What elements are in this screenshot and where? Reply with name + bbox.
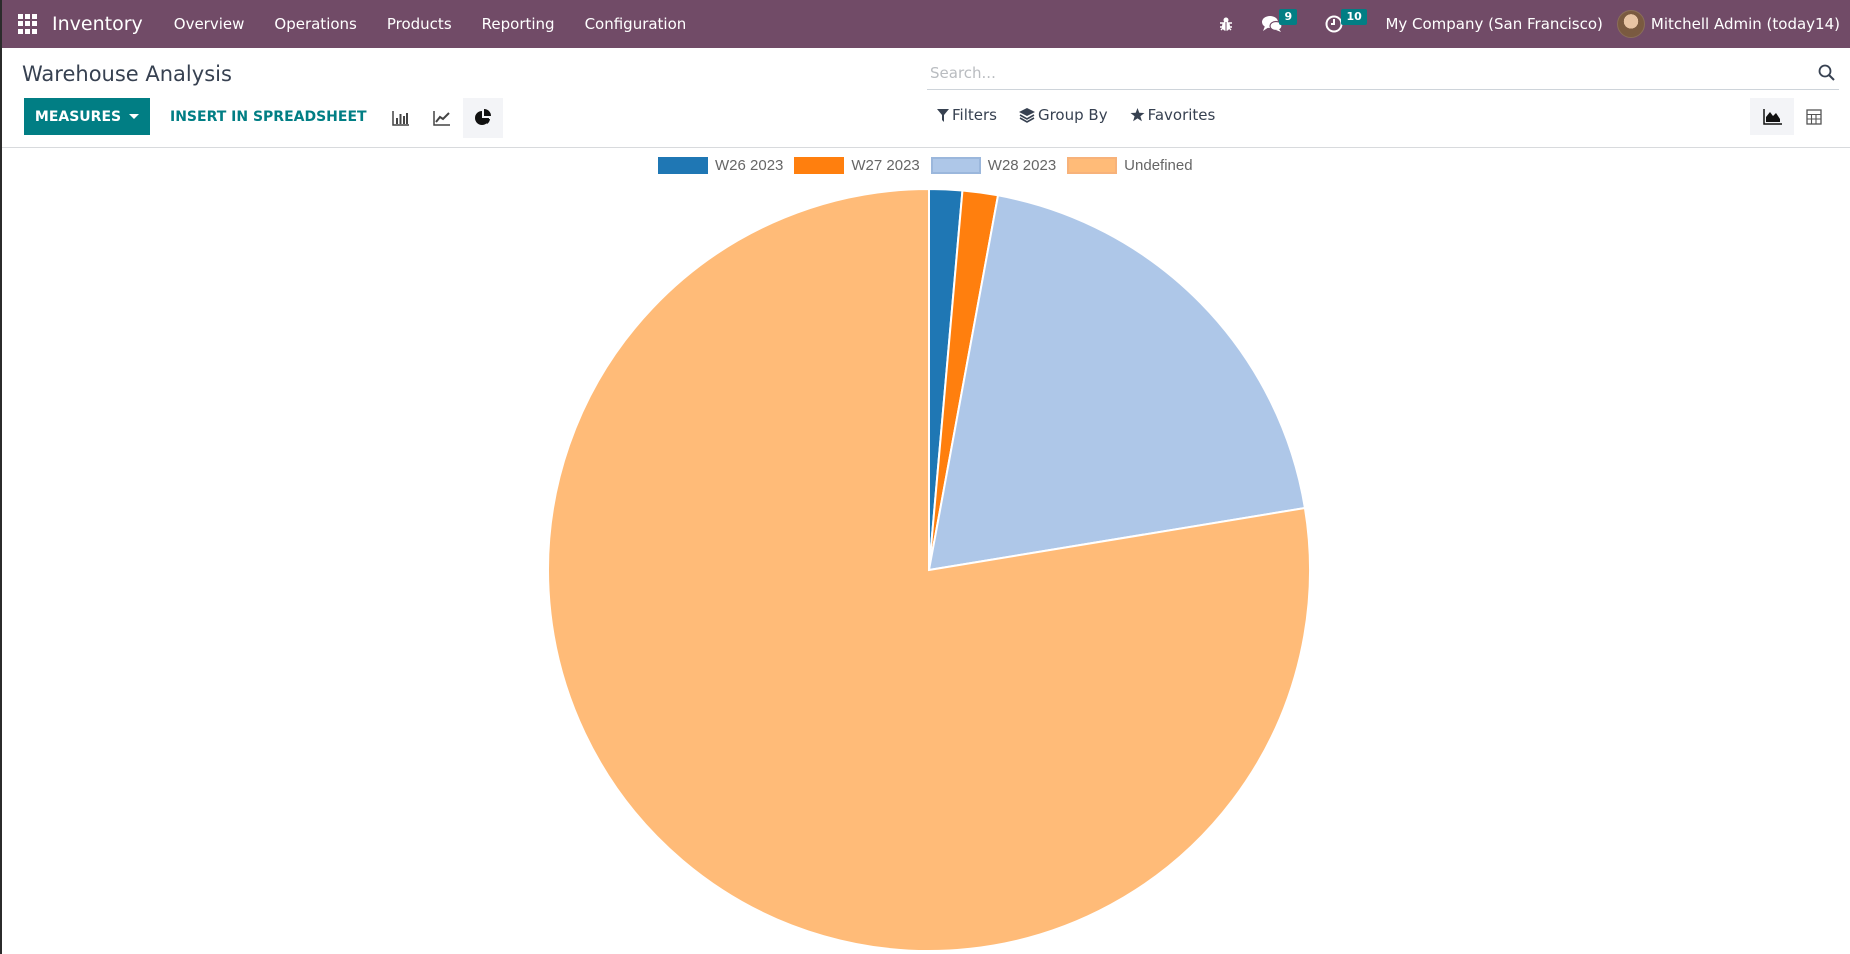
line-chart-icon (433, 111, 450, 126)
control-panel: Warehouse Analysis MEASURES INSERT IN SP… (2, 48, 1850, 148)
pie-chart-button[interactable] (463, 98, 503, 138)
legend-swatch (658, 157, 708, 174)
legend-swatch (930, 157, 981, 174)
layers-icon (1018, 107, 1035, 123)
area-chart-icon (1762, 108, 1782, 125)
search-input[interactable] (927, 56, 1839, 89)
search-bar (927, 56, 1839, 90)
measures-label: MEASURES (34, 108, 122, 125)
legend-label: W27 2023 (851, 157, 920, 174)
legend-item-w26[interactable]: W26 2023 (658, 157, 783, 174)
activities-button[interactable]: 10 (1313, 0, 1367, 48)
pie-slice-w28-2023[interactable] (927, 194, 1307, 572)
menu-overview[interactable]: Overview (173, 15, 245, 33)
page-title: Warehouse Analysis (22, 62, 232, 86)
legend-swatch (794, 157, 845, 174)
favorites-button[interactable]: Favorites (1130, 106, 1216, 124)
apps-grid-icon[interactable] (18, 14, 38, 34)
user-name: Mitchell Admin (today14) (1650, 15, 1840, 33)
messages-badge: 9 (1279, 9, 1298, 25)
user-menu[interactable]: Mitchell Admin (today14) (1616, 10, 1850, 38)
top-navbar: Inventory Overview Operations Products R… (2, 0, 1850, 48)
group-by-button[interactable]: Group By (1018, 106, 1108, 124)
filters-label: Filters (952, 106, 997, 124)
messages-button[interactable]: 9 (1249, 0, 1298, 48)
debug-button[interactable] (1207, 0, 1245, 48)
measures-dropdown-button[interactable]: MEASURES (24, 98, 150, 135)
graph-view-button[interactable] (1750, 98, 1794, 135)
pivot-view-button[interactable] (1792, 98, 1836, 135)
legend-label: W26 2023 (715, 157, 784, 174)
legend-item-undefined[interactable]: Undefined (1067, 157, 1193, 174)
legend-swatch (1067, 157, 1118, 174)
filter-icon (937, 108, 949, 122)
search-panel-buttons: Filters Group By Favorites (937, 106, 1237, 124)
pie-chart (547, 187, 1311, 952)
bug-icon (1220, 17, 1233, 31)
menu-reporting[interactable]: Reporting (481, 15, 555, 33)
group-by-label: Group By (1037, 106, 1108, 124)
star-icon (1130, 108, 1145, 122)
search-icon[interactable] (1818, 64, 1835, 81)
bar-chart-button[interactable] (381, 98, 421, 138)
legend-label: W28 2023 (987, 157, 1057, 174)
legend-item-w27[interactable]: W27 2023 (794, 157, 920, 174)
avatar (1616, 10, 1645, 38)
pie-chart-icon (475, 109, 491, 125)
activities-badge: 10 (1341, 9, 1367, 25)
pie-slice-undefined[interactable] (547, 187, 1311, 952)
favorites-label: Favorites (1147, 106, 1216, 124)
line-chart-button[interactable] (422, 98, 462, 138)
chart-container: W26 2023 W27 2023 W28 2023 Undefined (2, 149, 1850, 954)
menu-operations[interactable]: Operations (274, 15, 357, 33)
legend-item-w28[interactable]: W28 2023 (930, 157, 1057, 174)
insert-in-spreadsheet-button[interactable]: INSERT IN SPREADSHEET (170, 108, 367, 125)
legend-label: Undefined (1124, 157, 1193, 174)
bar-chart-icon (392, 111, 409, 126)
chart-legend: W26 2023 W27 2023 W28 2023 Undefined (658, 157, 1204, 174)
table-icon (1806, 108, 1822, 125)
app-name[interactable]: Inventory (52, 13, 143, 35)
menu-products[interactable]: Products (386, 15, 452, 33)
filters-button[interactable]: Filters (937, 106, 997, 124)
caret-down-icon (129, 114, 140, 119)
menu-configuration[interactable]: Configuration (584, 15, 687, 33)
company-switcher[interactable]: My Company (San Francisco) (1385, 15, 1603, 33)
